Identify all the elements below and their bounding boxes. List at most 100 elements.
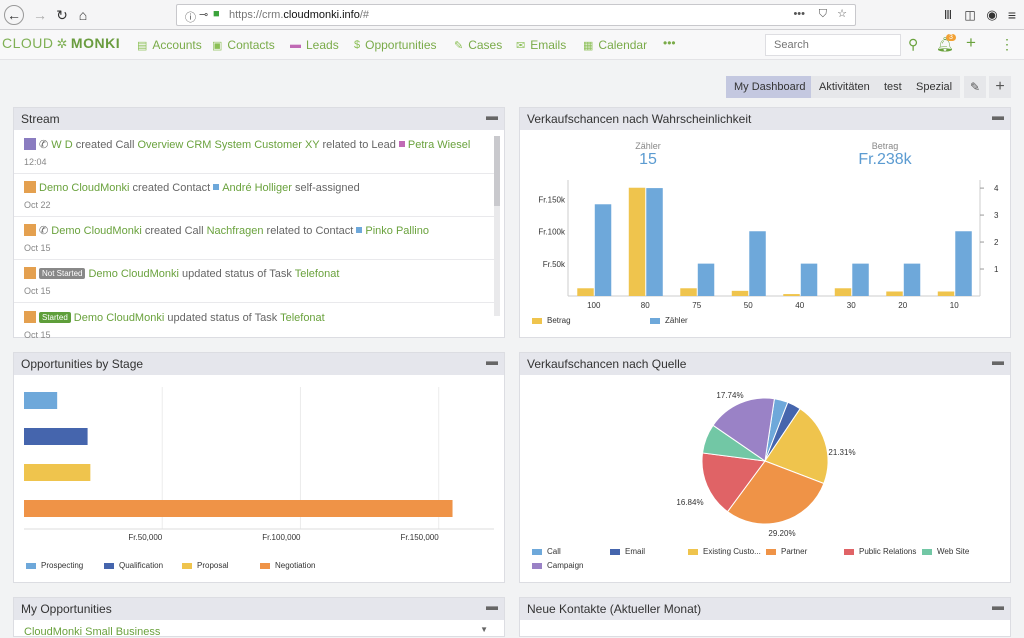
actor-link[interactable]: Demo CloudMonki — [73, 312, 165, 324]
legend-item: Proposal — [182, 561, 229, 570]
dashlet-menu-icon[interactable]: ▬ — [992, 599, 1004, 613]
home-icon[interactable]: ⌂ — [78, 7, 88, 23]
subject-link[interactable]: Telefonat — [280, 312, 325, 324]
bar-zaehler — [852, 263, 869, 296]
dashlet-menu-icon[interactable]: ▬ — [992, 109, 1004, 123]
x-tick-label: 100 — [587, 301, 601, 310]
subject-link[interactable]: André Holliger — [222, 182, 292, 194]
dashlet-title: Verkaufschancen nach Quelle — [527, 357, 687, 371]
nav-emails[interactable]: ✉ Emails — [516, 38, 566, 52]
dashlet-menu-icon[interactable]: ▬ — [992, 354, 1004, 368]
actor-link[interactable]: W D — [51, 139, 73, 151]
x-tick-label: 80 — [641, 301, 650, 310]
pie-slice — [701, 452, 766, 513]
list-item: ✆ Demo CloudMonki created Call Nachfrage… — [24, 224, 429, 253]
nav-label: Leads — [306, 38, 339, 52]
nav-label: Contacts — [227, 38, 275, 52]
nav-label: Cases — [468, 38, 503, 52]
stage-chart: Fr.50,000 Fr.100,000 Fr.150,000 — [24, 387, 494, 542]
tab-my-dashboard[interactable]: My Dashboard — [726, 76, 814, 98]
stage-bar — [24, 392, 58, 409]
logo-monki: MONKI — [70, 35, 121, 51]
page-actions-icon[interactable]: ••• — [793, 8, 805, 20]
count-value: 15 — [639, 151, 657, 168]
info-icon[interactable]: ⓘ — [185, 12, 196, 24]
legend-label: Betrag — [547, 316, 571, 325]
nav-leads[interactable]: ▬ Leads — [290, 38, 339, 52]
probability-chart: Fr.50k Fr.100k Fr.150k 1 2 3 4 100 80 75 50 40 30 20 1… — [538, 180, 999, 310]
row-dropdown-icon[interactable]: ▼ — [480, 625, 488, 634]
account-icon[interactable]: ◉ — [986, 7, 998, 22]
nav-accounts[interactable]: ▤ Accounts — [137, 38, 202, 52]
contact-dot-icon — [356, 227, 363, 233]
subject-link[interactable]: Telefonat — [294, 268, 340, 280]
actor-link[interactable]: Demo CloudMonki — [88, 268, 179, 280]
list-item: Demo CloudMonki created Contact André Hol… — [24, 181, 360, 210]
legend-item: Web Site — [922, 547, 969, 556]
back-icon[interactable]: ← — [4, 5, 24, 25]
forward-icon[interactable]: → — [33, 7, 47, 23]
edit-pencil-icon[interactable]: ✎ — [964, 76, 986, 98]
legend-label: Negotiation — [275, 561, 316, 570]
actor-link[interactable]: Demo CloudMonki — [51, 225, 142, 237]
sidebar-icon[interactable]: ◫ — [964, 8, 976, 22]
legend-item: Negotiation — [260, 561, 315, 570]
lead-dot-icon — [398, 141, 405, 147]
kebab-menu-icon[interactable]: ⋮ — [1000, 36, 1014, 52]
stream-header: Stream ▬ — [14, 108, 504, 130]
notification-badge: 3 — [946, 34, 956, 41]
new-contacts-header: Neue Kontakte (Aktueller Monat) ▬ — [520, 598, 1010, 620]
bar-betrag — [937, 291, 955, 296]
target-link[interactable]: Petra Wiesel — [407, 139, 471, 151]
quick-create-plus-icon[interactable]: + — [966, 33, 976, 52]
date: Oct 15 — [24, 330, 51, 340]
verb: updated status of Task — [167, 312, 278, 324]
legend-label: Prospecting — [41, 561, 84, 570]
my-opportunities-dashlet: My Opportunities ▬ CloudMonki Small Busin… — [13, 597, 505, 638]
nav-opportunities[interactable]: $ Opportunities — [354, 38, 437, 52]
bar-zaehler — [800, 263, 818, 296]
tab-spezial[interactable]: Spezial — [908, 76, 961, 98]
bar-betrag — [886, 291, 903, 296]
dashlet-menu-icon[interactable]: ▬ — [486, 354, 498, 368]
subject-link[interactable]: Overview CRM System Customer XY — [137, 139, 320, 151]
count-label: Zähler — [635, 141, 661, 151]
pie-slice — [712, 397, 775, 462]
pocket-icon[interactable]: ⛉ — [818, 8, 827, 20]
logo[interactable]: CLOUD ✲ MONKI — [2, 35, 120, 59]
legend-label: Call — [547, 547, 561, 556]
source-pie-chart: 17.74% 21.31% 16.84% 29.20% — [676, 391, 855, 538]
nav-contacts[interactable]: ▣ Contacts — [212, 38, 275, 52]
legend-label: Partner — [781, 547, 808, 556]
legend-item: Call — [532, 547, 561, 556]
relation: related to Contact — [266, 225, 354, 237]
user-avatar-icon — [24, 181, 36, 193]
y-tick-label: Fr.100k — [538, 228, 566, 237]
address-bar[interactable]: ⓘ ⊸ ■ https://crm.cloudmonki.info/# ••• … — [176, 4, 856, 26]
bookmark-star-icon[interactable]: ☆ — [837, 8, 847, 20]
menu-icon[interactable]: ≡ — [1007, 7, 1017, 23]
scrollbar[interactable] — [494, 136, 500, 316]
legend-item: Campaign — [532, 561, 583, 570]
search-input[interactable] — [765, 34, 901, 56]
actor-link[interactable]: Demo CloudMonki — [39, 182, 130, 194]
contacts-icon: ▣ — [212, 39, 223, 52]
nav-more-button[interactable]: ••• — [663, 36, 676, 50]
subject-link[interactable]: Nachfragen — [206, 225, 264, 237]
nav-calendar[interactable]: ▦ Calendar — [583, 38, 647, 52]
tab-test[interactable]: test — [876, 76, 910, 98]
tab-aktivitaeten[interactable]: Aktivitäten — [811, 76, 878, 98]
nav-cases[interactable]: ✎ Cases — [454, 38, 502, 52]
dashlet-menu-icon[interactable]: ▬ — [486, 599, 498, 613]
reload-icon[interactable]: ↻ — [56, 6, 68, 23]
legend-label: Web Site — [937, 547, 970, 556]
opportunity-link[interactable]: CloudMonki Small Business — [24, 626, 161, 638]
nav-label: Emails — [530, 38, 567, 52]
target-link[interactable]: Pinko Pallino — [365, 225, 429, 237]
verb: updated status of Task — [182, 268, 292, 280]
date: Oct 15 — [24, 243, 51, 253]
library-icon[interactable]: Ⅲ — [943, 8, 953, 22]
dashlet-menu-icon[interactable]: ▬ — [486, 109, 498, 123]
add-dashlet-plus-icon[interactable]: + — [989, 76, 1011, 98]
search-icon[interactable]: ⚲ — [908, 36, 919, 52]
